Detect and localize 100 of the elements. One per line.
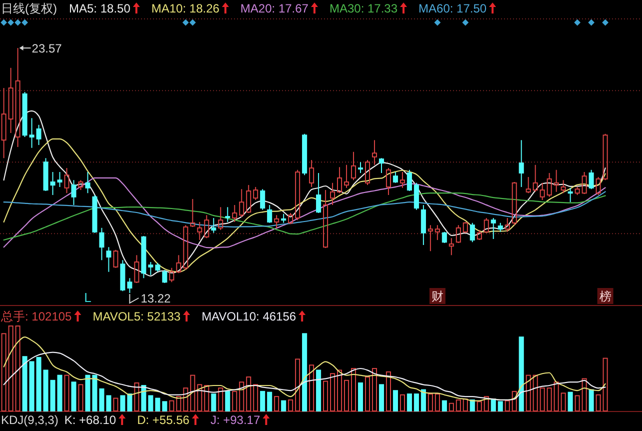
candlestick [378,158,384,174]
bar [568,392,573,412]
bar [442,400,447,412]
candlestick [225,206,230,222]
bar [204,385,210,412]
bar [582,378,587,412]
bar [22,356,28,412]
bar [134,382,140,412]
bar [78,384,84,412]
bar [456,399,461,412]
bar [406,394,412,412]
bar [574,395,580,412]
candlestick [568,187,573,203]
bar [99,388,104,412]
candlestick [99,227,104,261]
candlestick [358,162,364,174]
bar [92,374,98,412]
text: KDJ(9,3,3) [1,413,58,427]
candlestick [316,172,322,214]
bar [1,333,6,412]
bar [288,399,294,412]
text: K: +68.10 [64,413,116,427]
text: J: +93.17 [210,413,260,427]
candlestick [8,67,14,134]
bar [392,390,398,412]
bar [15,326,20,412]
bar [253,384,258,412]
bar [64,374,70,412]
candlestick [490,217,496,240]
bar [420,389,426,412]
bar [526,374,531,412]
series-label: 总手: 102105 [0,310,72,324]
bar [498,401,503,412]
bar [504,400,510,412]
bar [155,398,160,412]
bar [183,388,188,412]
bar [141,385,146,412]
bar [414,394,419,412]
candlestick [386,168,391,196]
bar [518,336,524,412]
candlestick [309,159,314,188]
bar [85,374,90,412]
bar [588,389,594,412]
candlestick [532,164,538,192]
bar [484,396,489,412]
candlestick [448,238,454,256]
bar [176,396,182,412]
bar [246,376,252,412]
candlestick [540,182,545,200]
bar [225,390,230,412]
bar [29,361,34,412]
text: MA30: 17.33 [329,2,398,16]
bar [400,394,405,412]
candlestick [281,213,286,224]
bar [232,390,238,412]
text: MA10: 18.26 [151,2,220,16]
candlestick [218,206,224,231]
candlestick [71,180,76,206]
bar [211,394,216,412]
bar [490,398,496,412]
bar [120,395,126,412]
bar [323,380,328,412]
bar [190,374,196,412]
bar [106,395,112,412]
bar [309,364,314,412]
candlestick [85,172,90,194]
bar [281,400,286,412]
candlestick [420,204,426,246]
bar [162,401,168,412]
candlestick [546,172,552,198]
bar [434,394,440,412]
candlestick [232,204,238,222]
bar [448,402,454,412]
text: MAVOL5: 52133 [92,310,181,324]
annotation: 13.22 [140,292,172,306]
candlestick [504,217,510,232]
candlestick [323,190,328,249]
bar [295,358,300,412]
bar [512,390,517,412]
bar [462,398,468,412]
bar [560,392,566,412]
bar [344,380,350,412]
bar [8,326,14,412]
candlestick [400,172,405,188]
bar [602,358,608,412]
bar [267,392,272,412]
bar [532,374,538,412]
candlestick [211,217,216,234]
bar [337,370,342,412]
candlestick [344,164,350,188]
text: MA5: 18.50 [69,2,131,16]
bar [71,382,76,412]
bar [386,371,391,412]
bar [540,388,545,412]
bar [260,390,266,412]
candlestick [350,151,356,181]
candlestick [29,118,34,148]
candlestick [337,166,342,194]
candlestick [372,140,378,166]
bar [476,401,482,412]
